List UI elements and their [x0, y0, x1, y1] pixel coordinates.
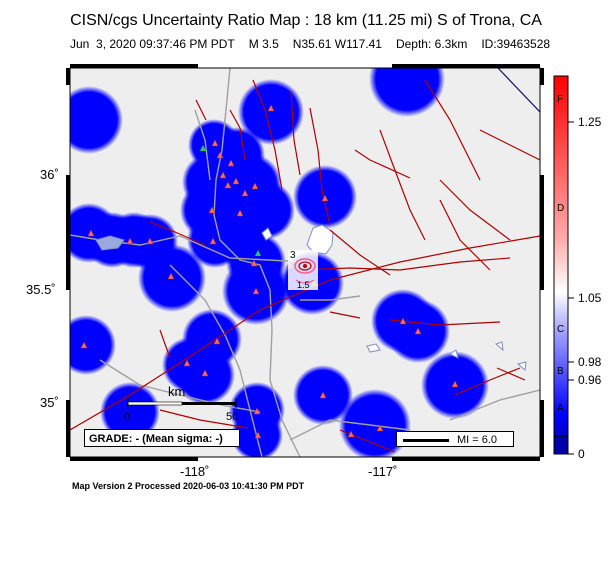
processing-note: Map Version 2 Processed 2020-06-03 10:41…: [72, 481, 305, 491]
mi-legend: MI = 6.0: [396, 431, 514, 447]
grade-letter-f: F: [557, 94, 564, 105]
lat-label-36: 36˚: [40, 167, 59, 182]
reference-stations: [200, 145, 261, 256]
faults: [70, 79, 540, 453]
grade-letter-a: A: [557, 403, 564, 414]
seismic-stations: [80, 104, 459, 439]
colorbar-tick-1-25: 1.25: [578, 115, 602, 129]
colorbar: [553, 75, 569, 437]
frame-ticks: [66, 64, 544, 461]
lat-label-35: 35˚: [40, 395, 59, 410]
roads: [70, 68, 540, 457]
colorbar-floor: [553, 435, 569, 455]
colorbar-tick-0-96: 0.96: [578, 373, 602, 387]
colorbar-tick-0-98: 0.98: [578, 355, 602, 369]
scale-zero: 0: [124, 411, 130, 423]
mi-legend-text: MI = 6.0: [457, 434, 498, 446]
event-id: ID:39463528: [481, 37, 551, 51]
state-boundary: [497, 68, 540, 113]
epicenter-marker: [288, 250, 318, 290]
colorbar-tick-0: 0: [578, 447, 585, 461]
lon-label-118: -118˚: [180, 464, 210, 479]
colorbar-tick-1-05: 1.05: [578, 291, 602, 305]
event-magnitude: M 3.5: [248, 37, 279, 51]
contour-label-1-5: 1.5: [297, 280, 310, 290]
lat-label-35-5: 35.5˚: [26, 282, 56, 297]
grade-box: GRADE: - (Mean sigma: -): [84, 429, 240, 447]
contour-label-3: 3: [290, 250, 296, 261]
grade-letter-c: C: [557, 324, 565, 335]
scale-unit: km: [168, 384, 185, 399]
mi-legend-line: [403, 438, 449, 442]
colorbar-ticks: [568, 121, 574, 455]
map-title: CISN/cgs Uncertainty Ratio Map : 18 km (…: [70, 12, 542, 29]
event-datetime: Jun 3, 2020 09:37:46 PM PDT: [70, 37, 235, 51]
event-info: Jun 3, 2020 09:37:46 PM PDT M 3.5 N35.61 W…: [70, 37, 550, 51]
event-depth: Depth: 6.3km: [395, 37, 468, 51]
lakes: [95, 224, 527, 371]
scale-max: 50: [226, 411, 238, 423]
grade-letter-d: D: [557, 203, 565, 214]
event-location: N35.61 W117.41: [292, 37, 382, 51]
lon-label-117: -117˚: [368, 464, 398, 479]
grade-letter-b: B: [557, 366, 564, 377]
uncertainty-zones: [70, 68, 489, 457]
scale-bar: [127, 398, 237, 408]
